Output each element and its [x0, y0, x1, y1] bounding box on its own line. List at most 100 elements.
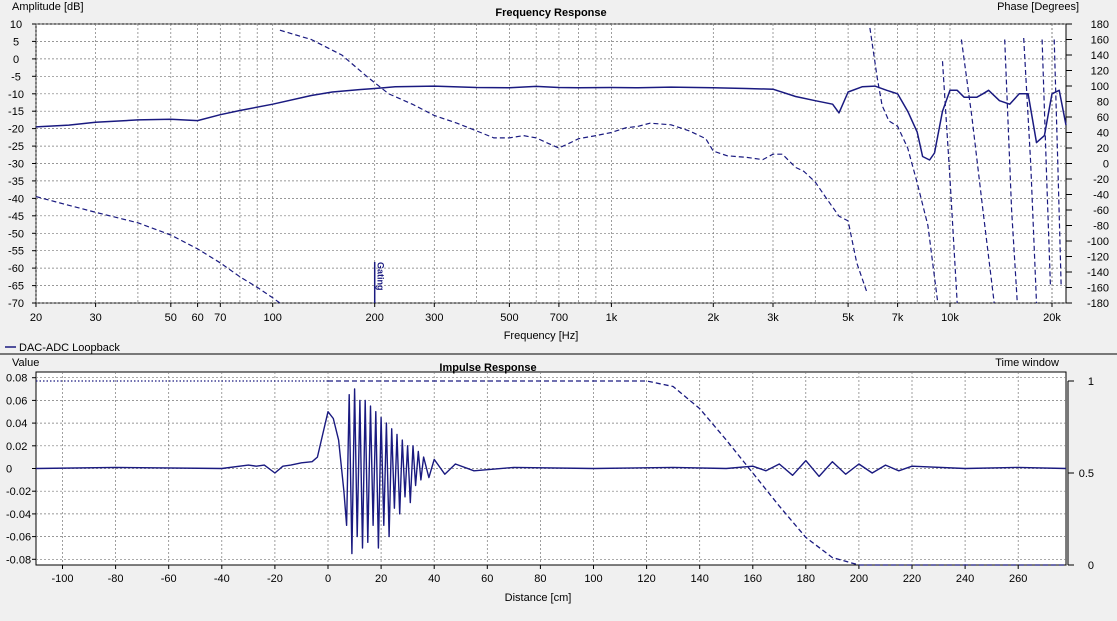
impulse-series-line[interactable]	[328, 380, 860, 566]
frequency-tick-label: 100	[264, 312, 282, 324]
frequency-chart-title: Frequency Response	[495, 7, 606, 19]
frequency-tick-label: 70	[214, 312, 226, 324]
distance-tick-label: 220	[903, 573, 921, 585]
amplitude-tick-label: -15	[8, 106, 24, 118]
phase-tick-label: 0	[1103, 159, 1109, 171]
distance-tick-label: 0	[325, 573, 331, 585]
distance-tick-label: 260	[1009, 573, 1027, 585]
value-tick-label: -0.04	[6, 509, 31, 521]
distance-tick-label: -80	[108, 573, 124, 585]
phase-axis-label: Phase [Degrees]	[997, 1, 1079, 13]
phase-tick-label: 80	[1097, 97, 1109, 109]
frequency-series-line[interactable]	[941, 61, 958, 304]
frequency-tick-label: 60	[191, 312, 203, 324]
frequency-series-line[interactable]	[1004, 39, 1018, 304]
frequency-series-line[interactable]	[35, 196, 281, 304]
value-tick-label: 0	[6, 464, 12, 476]
distance-tick-label: -100	[51, 573, 73, 585]
frequency-tick-label: 3k	[767, 312, 779, 324]
phase-tick-label: -40	[1093, 190, 1109, 202]
phase-tick-label: 40	[1097, 128, 1109, 140]
frequency-series-line[interactable]	[1053, 39, 1062, 288]
distance-tick-label: 180	[797, 573, 815, 585]
amplitude-tick-label: -10	[8, 89, 24, 101]
distance-tick-label: 160	[744, 573, 762, 585]
amplitude-tick-label: 10	[10, 19, 22, 31]
phase-tick-label: -180	[1087, 298, 1109, 310]
distance-tick-label: 120	[637, 573, 655, 585]
phase-tick-labels: 180 160 140 120 100 80 60 40 20 0 -20 -40 -60 -80 -100…	[1066, 19, 1109, 310]
distance-tick-label: 100	[584, 573, 602, 585]
phase-tick-label: -80	[1093, 221, 1109, 233]
impulse-series-line[interactable]	[35, 388, 1067, 555]
frequency-series-line[interactable]	[1041, 39, 1052, 288]
amplitude-tick-label: -70	[8, 298, 24, 310]
impulse-series	[35, 380, 1067, 566]
amplitude-tick-label: -20	[8, 124, 24, 136]
frequency-grid	[35, 23, 1066, 304]
value-tick-label: 0.04	[6, 418, 27, 430]
frequency-tick-label: 1k	[606, 312, 618, 324]
amplitude-tick-label: -35	[8, 176, 24, 188]
frequency-series-line[interactable]	[960, 39, 995, 304]
frequency-tick-label: 20	[30, 312, 42, 324]
value-tick-label: 0.02	[6, 441, 27, 453]
distance-tick-label: 40	[428, 573, 440, 585]
value-tick-label: -0.02	[6, 486, 31, 498]
value-tick-labels: 0.08 0.06 0.04 0.02 0 -0.02 -0.04 -0.06 -0.08	[6, 373, 36, 566]
legend-entry-dac-adc-loopback[interactable]: DAC-ADC Loopback	[19, 342, 120, 354]
frequency-series-line[interactable]	[35, 85, 1067, 161]
distance-tick-label: 80	[534, 573, 546, 585]
frequency-series-line[interactable]	[279, 29, 868, 294]
distance-tick-label: 200	[850, 573, 868, 585]
phase-tick-label: -140	[1087, 267, 1109, 279]
time-window-tick-labels: 10.50	[1067, 376, 1094, 572]
impulse-chart-title: Impulse Response	[439, 362, 536, 374]
frequency-tick-label: 500	[500, 312, 518, 324]
distance-tick-label: -20	[267, 573, 283, 585]
amplitude-tick-labels: 10 5 0 -5 -10 -15 -20 -25 -30 -35 -40 -45 -50 -55 -60 -…	[8, 19, 36, 310]
phase-tick-label: 180	[1091, 19, 1109, 31]
phase-tick-label: -60	[1093, 205, 1109, 217]
amplitude-tick-label: -55	[8, 246, 24, 258]
amplitude-tick-label: -60	[8, 263, 24, 275]
frequency-tick-label: 5k	[842, 312, 854, 324]
value-tick-label: 0.08	[6, 373, 27, 385]
time-window-tick-label: 0	[1088, 560, 1094, 572]
frequency-axis-label: Frequency [Hz]	[504, 330, 579, 342]
amplitude-tick-label: 5	[13, 36, 19, 48]
impulse-grid	[36, 372, 1066, 565]
value-tick-label: -0.08	[6, 554, 31, 566]
phase-tick-label: 100	[1091, 81, 1109, 93]
phase-tick-label: 120	[1091, 66, 1109, 78]
frequency-tick-label: 10k	[941, 312, 959, 324]
frequency-response-panel: 1050-5-10-15-20-25-30-35-40-45-50-55-60-…	[5, 1, 1109, 354]
phase-tick-label: -100	[1087, 236, 1109, 248]
value-tick-label: -0.06	[6, 532, 31, 544]
frequency-tick-label: 7k	[892, 312, 904, 324]
distance-axis-label: Distance [cm]	[505, 592, 572, 604]
frequency-tick-label: 200	[366, 312, 384, 324]
frequency-series-line[interactable]	[1023, 37, 1038, 304]
frequency-plot-area[interactable]	[35, 23, 1067, 304]
distance-tick-label: -40	[214, 573, 230, 585]
frequency-series-line[interactable]	[869, 27, 939, 304]
frequency-tick-labels: 20 30 50 60 70 100 200 300 500 700 1k 2k 3k 5k 7k 10k 20…	[30, 303, 1061, 324]
frequency-tick-label: 2k	[707, 312, 719, 324]
amplitude-tick-label: -50	[8, 228, 24, 240]
frequency-series	[35, 27, 1067, 304]
phase-tick-label: 20	[1097, 143, 1109, 155]
phase-tick-label: 140	[1091, 50, 1109, 62]
distance-tick-label: 240	[956, 573, 974, 585]
distance-tick-label: 140	[691, 573, 709, 585]
frequency-tick-label: 50	[165, 312, 177, 324]
phase-tick-label: 60	[1097, 112, 1109, 124]
time-window-tick-label: 0.5	[1079, 468, 1094, 480]
phase-tick-label: -20	[1093, 174, 1109, 186]
frequency-tick-label: 700	[550, 312, 568, 324]
distance-tick-labels: -100 -80 -60 -40 -20 0 20 40 60 80 100 120 140 160 180…	[51, 565, 1027, 585]
amplitude-tick-label: -40	[8, 193, 24, 205]
gating-marker: Gating	[373, 262, 386, 303]
